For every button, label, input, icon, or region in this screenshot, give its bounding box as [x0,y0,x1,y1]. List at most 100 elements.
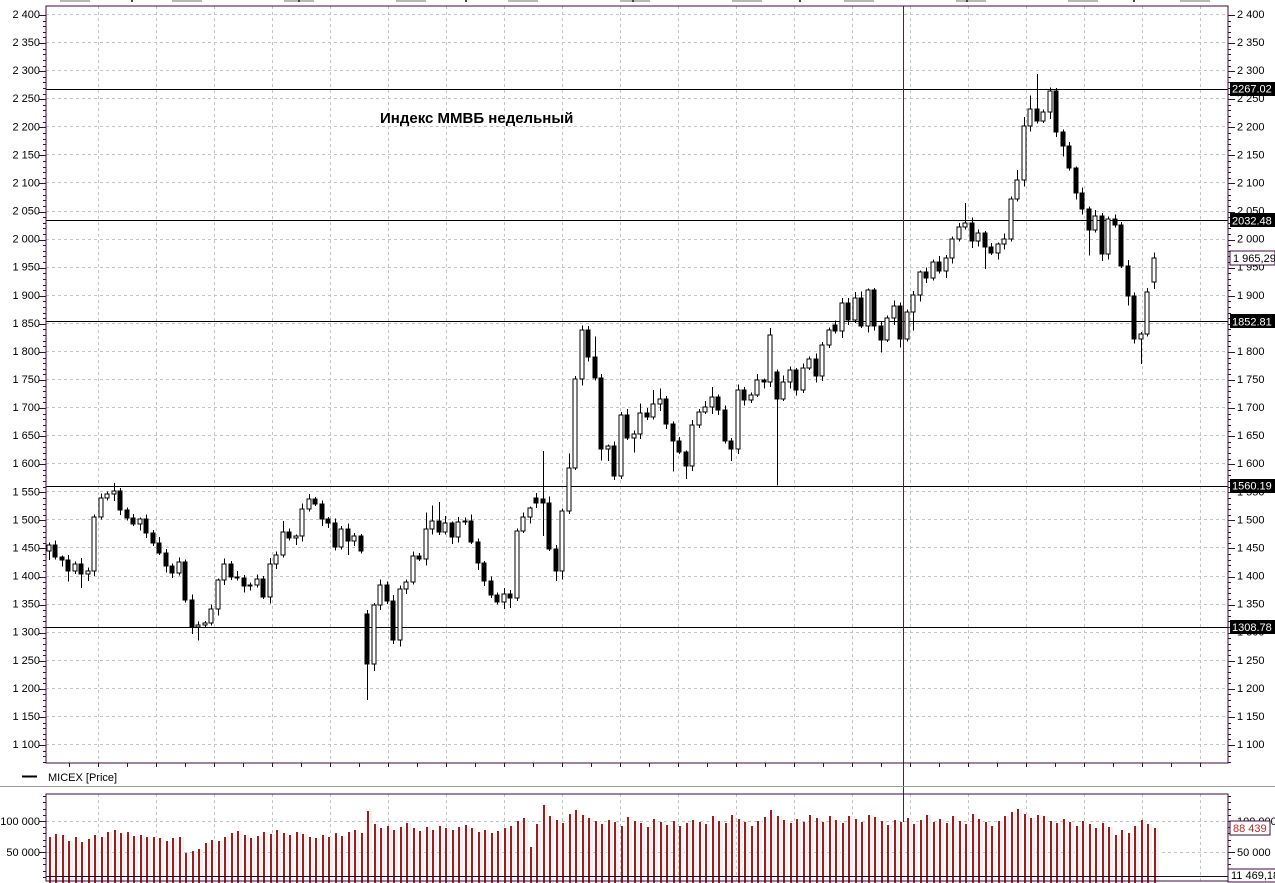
candle-down [663,398,669,425]
candle-up [806,358,812,369]
volume-bar-fill [681,826,684,883]
price-tick-label-right: 1 750 [1237,374,1265,386]
candle-down [78,563,84,575]
candle-up [852,297,858,321]
price-tick-label-left: 1 550 [12,486,40,498]
volume-bar-fill [558,820,561,883]
volume-bar-fill [415,828,418,883]
candle-up [195,624,201,628]
volume-bar [400,827,402,883]
volume-bar-fill [434,830,437,883]
candle-up [91,516,97,572]
candle-up [1021,125,1027,181]
volume-bar-fill [1143,820,1146,883]
volume-bar-fill [896,820,899,883]
volume-panel[interactable] [45,793,1229,882]
volume-bar [1108,827,1110,883]
price-tick-label-left: 2 150 [12,149,40,161]
volume-bar [1141,820,1143,883]
price-tick-label-right: 2 200 [1237,121,1265,133]
volume-bar [790,823,792,883]
volume-tick-label-left: 50 000 [6,847,40,859]
candle-down [1079,192,1085,210]
volume-bar [114,830,116,883]
candle-up [423,528,429,560]
volume-bar-fill [194,851,197,883]
candle-up [410,555,416,583]
volume-bar [374,824,376,883]
candle-up [215,579,221,610]
clipped-toolbar-fragment [1068,0,1098,2]
candle-up [995,243,1001,254]
candle-down [858,297,864,327]
volume-bar-fill [636,821,639,883]
candle-down [325,518,331,524]
volume-bar-fill [460,827,463,883]
candle-up [709,396,715,408]
volume-bar [842,823,844,883]
volume-bar [627,817,629,883]
volume-bar [49,837,51,883]
volume-bar-fill [330,837,333,883]
price-tick-label-left: 1 600 [12,458,40,470]
price-tick-label-right: 1 350 [1237,599,1265,611]
candle-up [338,528,344,548]
volume-bar [270,834,272,883]
price-tick-label-left: 1 750 [12,374,40,386]
candle-down [163,552,169,567]
volume-bar [874,817,876,883]
volume-tick-label-right: 50 000 [1237,847,1271,859]
volume-bar-fill [1117,835,1120,883]
candle-up [397,588,403,641]
volume-bar-fill [798,819,801,883]
volume-bar [803,822,805,883]
candle-up [1040,111,1046,122]
clipped-toolbar-fragment [620,0,650,2]
volume-bar [1147,824,1149,883]
candle-up [696,411,702,426]
candle-up [273,554,279,565]
price-tick-label-right: 2 300 [1237,65,1265,77]
candle-up [85,570,91,575]
volume-bar-fill [954,816,957,883]
volume-bar-fill [96,835,99,883]
volume-bar-fill [987,822,990,883]
volume-bar-fill [512,826,515,883]
price-tick-label-right: 1 400 [1237,571,1265,583]
candle-down [488,580,494,596]
volume-bar-fill [538,824,541,883]
last-volume-label-box [1229,820,1271,836]
volume-bar-fill [1052,821,1055,883]
volume-bar [972,814,974,883]
volume-bar-fill [135,836,138,883]
candle-up [527,507,533,518]
volume-bar [848,816,850,883]
volume-bar [146,837,148,883]
price-tick-label-left: 2 050 [12,206,40,218]
volume-bar-fill [239,831,242,883]
volume-bar [88,839,90,883]
candle-down [65,559,71,572]
volume-bar [458,827,460,883]
candle-down [1099,215,1105,255]
candle-up [1008,198,1014,240]
candle-up [910,294,916,313]
candle-down [923,271,929,279]
candle-down [1053,90,1059,133]
volume-bar-fill [77,837,80,883]
candle-up [1014,179,1020,200]
price-level-label-box [1230,82,1275,96]
volume-bar-fill [291,835,294,883]
price-panel[interactable] [45,5,1229,764]
volume-bar [1030,818,1032,883]
volume-bar [582,815,584,883]
volume-bar [335,833,337,883]
candle-down [234,576,240,579]
volume-bar-fill [584,815,587,883]
volume-bar-fill [382,828,385,883]
volume-bar [796,819,798,883]
candle-up [650,403,656,418]
volume-bar-fill [337,833,340,883]
volume-bar-fill [662,822,665,883]
candle-up [657,398,663,405]
